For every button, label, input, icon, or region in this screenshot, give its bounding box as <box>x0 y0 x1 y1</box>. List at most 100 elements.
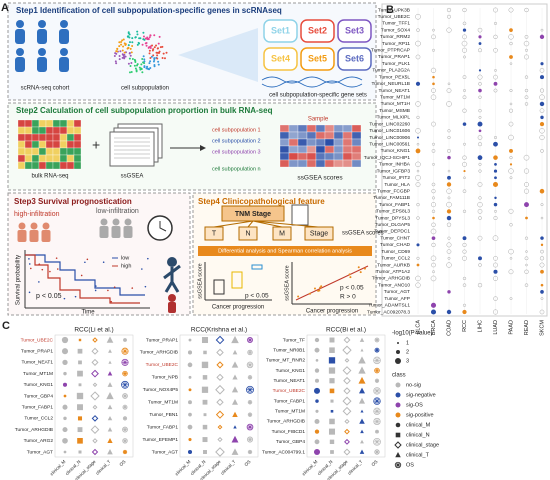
marker <box>62 437 68 444</box>
dot <box>509 148 513 153</box>
gene-label: Tumor_UBE2C <box>273 388 306 394</box>
plot-title: RCC(Bi et al.) <box>326 327 366 334</box>
cell-dot <box>157 60 160 63</box>
dot <box>524 7 529 13</box>
person-icon <box>124 218 132 226</box>
marker <box>328 367 336 374</box>
scatter-dot <box>359 271 362 274</box>
dot <box>431 222 436 227</box>
marker <box>314 439 320 445</box>
marker <box>107 415 113 421</box>
cell-dot <box>161 45 164 48</box>
marker <box>247 337 253 343</box>
cell-dot <box>120 43 123 46</box>
marker <box>107 404 113 410</box>
dot <box>540 28 544 32</box>
marker <box>248 450 252 454</box>
stage-box <box>304 226 334 241</box>
tnm-lines <box>213 220 319 228</box>
dot <box>492 181 499 188</box>
set-label: Set2 <box>308 25 327 35</box>
legend-label: clinical_T <box>406 452 430 458</box>
dot <box>432 28 435 32</box>
score-cell <box>315 145 326 154</box>
dot <box>463 142 466 146</box>
marker <box>232 374 238 380</box>
cell-dot <box>129 47 132 50</box>
dot <box>509 102 513 106</box>
dot <box>539 134 545 141</box>
person <box>163 264 181 293</box>
km-dot <box>86 258 89 261</box>
heat-cell <box>73 161 82 170</box>
dot <box>416 115 420 120</box>
dot <box>539 75 545 80</box>
gene-label: Tumor_MT1M <box>23 371 53 377</box>
heat-cell <box>17 133 26 142</box>
set-label: Set6 <box>345 53 364 63</box>
score-cell <box>351 159 362 168</box>
marker <box>123 450 127 454</box>
marker <box>187 362 193 368</box>
cell-dot <box>130 62 133 65</box>
dot <box>415 182 421 187</box>
dot <box>416 263 420 267</box>
dot <box>477 135 483 140</box>
marker <box>247 337 253 343</box>
cell-dot <box>153 46 156 49</box>
dot <box>523 154 530 161</box>
label: Differential analysis and Spearman corre… <box>218 248 352 254</box>
gene-label: Tumor_EPS8L3 <box>376 209 410 215</box>
marker <box>358 397 366 404</box>
marker <box>247 375 253 380</box>
dot <box>524 269 529 274</box>
dot <box>431 88 436 93</box>
dot <box>477 142 483 147</box>
cell-dot <box>143 38 146 41</box>
cell-dot <box>116 50 119 53</box>
legend-label: sig-negative <box>406 392 436 398</box>
marker <box>215 384 225 395</box>
dot <box>509 28 513 32</box>
dot <box>524 283 529 287</box>
dot <box>508 121 514 127</box>
gene-label: Tumor_FBN1 <box>149 412 178 418</box>
heat-cell <box>73 147 82 156</box>
gene-label: Tumor_DLGAP5 <box>375 222 411 228</box>
cell-dot <box>128 52 131 55</box>
cell-dot <box>158 35 161 38</box>
label: TNM Stage <box>235 211 271 218</box>
dot <box>493 7 498 13</box>
marker <box>374 347 380 353</box>
cell-dot <box>129 54 132 57</box>
marker <box>216 348 224 357</box>
marker <box>122 416 128 421</box>
marker <box>395 402 401 408</box>
km-dot <box>131 287 134 289</box>
marker <box>92 382 98 388</box>
scatter-dot <box>363 267 366 270</box>
clock-hands <box>159 221 167 232</box>
dot <box>446 27 452 33</box>
heat-cell <box>52 140 61 149</box>
label: low-infiltration <box>96 208 139 215</box>
score-cell <box>351 152 362 161</box>
dot <box>447 14 451 19</box>
column-label: clinical_T <box>347 459 364 476</box>
km-dot <box>49 270 51 273</box>
score-cell <box>315 124 326 133</box>
cell-dot <box>136 43 139 46</box>
cell-dot <box>146 36 149 39</box>
marker <box>330 409 334 413</box>
gene-label: Tumor_AGT <box>152 449 178 455</box>
dot <box>494 196 497 200</box>
cell-dot <box>140 63 143 66</box>
dot <box>463 89 466 92</box>
dot <box>415 81 421 86</box>
cell-dot <box>133 64 136 67</box>
cell-dot <box>118 55 121 58</box>
marker <box>202 375 208 380</box>
person-icon <box>123 226 133 238</box>
gene-label: Tumor_ARHGDIB <box>15 427 53 433</box>
marker <box>329 337 335 343</box>
